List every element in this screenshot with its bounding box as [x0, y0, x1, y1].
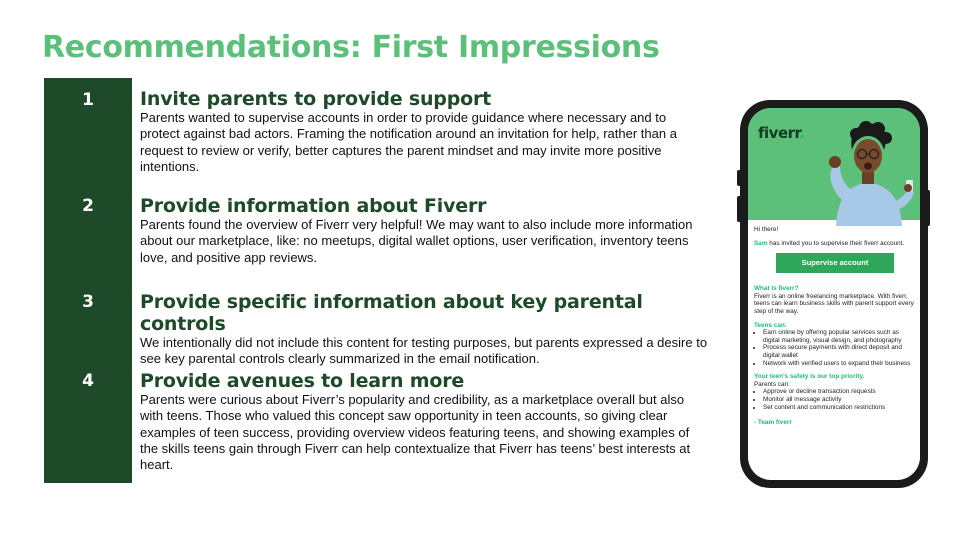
number-column: 1 2 3 4: [44, 78, 132, 483]
teens-can-list: Earn online by offering popular services…: [754, 329, 916, 367]
teens-can-heading: Teens can:: [754, 321, 787, 329]
safety-heading: Your teen’s safety is our top priority.: [754, 373, 865, 381]
list-item: Set content and communication restrictio…: [763, 404, 916, 412]
recommendation-item: Provide information about Fiverr Parents…: [140, 195, 700, 266]
recommendation-body: We intentionally did not include this co…: [140, 335, 708, 367]
recommendation-heading: Provide information about Fiverr: [140, 195, 487, 217]
recommendation-item: Provide specific information about key p…: [140, 291, 720, 368]
teen-photo-illustration: [829, 121, 914, 226]
email-signoff: - Team fiverr: [754, 419, 792, 427]
phone-side-button: [737, 170, 741, 186]
phone-side-button: [926, 190, 930, 226]
phone-side-button: [737, 196, 741, 222]
email-invite-text: Sam has invited you to supervise their f…: [754, 239, 905, 247]
phone-screen: fiverr.: [748, 108, 920, 480]
email-greeting: Hi there!: [754, 226, 779, 233]
recommendation-number: 2: [82, 196, 94, 216]
recommendation-heading: Provide specific information about key p…: [140, 291, 643, 335]
list-item: Monitor all message activity: [763, 396, 916, 404]
parents-can-label: Parents can:: [754, 380, 790, 388]
recommendation-heading: Provide avenues to learn more: [140, 370, 465, 392]
recommendation-item: Invite parents to provide support Parent…: [140, 88, 700, 175]
list-item: Approve or decline transaction requests: [763, 388, 916, 396]
what-is-fiverr-body: Fiverr is an online freelancing marketpl…: [754, 292, 914, 315]
email-hero-banner: fiverr.: [748, 108, 920, 226]
supervise-account-button[interactable]: Supervise account: [776, 253, 894, 274]
recommendation-body: Parents wanted to supervise accounts in …: [140, 110, 677, 174]
recommendation-item: Provide avenues to learn more Parents we…: [140, 370, 700, 473]
recommendation-number: 1: [82, 90, 94, 110]
list-item: Earn online by offering popular services…: [763, 329, 916, 344]
parents-can-list: Approve or decline transaction requests …: [754, 388, 916, 411]
fiverr-logo: fiverr.: [758, 124, 805, 142]
recommendation-number: 4: [82, 371, 94, 391]
recommendation-body: Parents found the overview of Fiverr ver…: [140, 217, 693, 265]
recommendation-heading: Invite parents to provide support: [140, 88, 492, 110]
recommendation-body: Parents were curious about Fiverr’s popu…: [140, 392, 691, 473]
phone-mockup: fiverr.: [740, 100, 928, 488]
list-item: Network with verified users to expand th…: [763, 360, 916, 368]
email-body: Hi there! Sam has invited you to supervi…: [754, 226, 916, 433]
slide-title: Recommendations: First Impressions: [42, 30, 660, 65]
recommendation-number: 3: [82, 292, 94, 312]
list-item: Process secure payments with direct depo…: [763, 344, 916, 359]
what-is-fiverr-heading: What is fiverr?: [754, 285, 799, 293]
